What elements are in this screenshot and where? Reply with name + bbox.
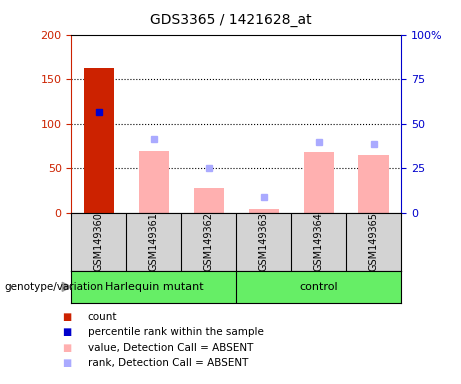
Text: genotype/variation: genotype/variation (5, 282, 104, 292)
Text: control: control (299, 282, 338, 292)
Text: ■: ■ (62, 327, 71, 337)
Text: GDS3365 / 1421628_at: GDS3365 / 1421628_at (150, 13, 311, 27)
Text: percentile rank within the sample: percentile rank within the sample (88, 327, 264, 337)
Text: ■: ■ (62, 358, 71, 368)
Bar (84, 68, 114, 213)
Text: GSM149363: GSM149363 (259, 212, 269, 271)
Text: GSM149360: GSM149360 (94, 212, 104, 271)
Polygon shape (62, 282, 71, 291)
Bar (303, 152, 334, 213)
Bar (139, 151, 169, 213)
Bar (194, 188, 224, 213)
Bar (248, 209, 279, 213)
Text: value, Detection Call = ABSENT: value, Detection Call = ABSENT (88, 343, 253, 353)
Text: ■: ■ (62, 312, 71, 322)
Text: ■: ■ (62, 343, 71, 353)
Text: GSM149364: GSM149364 (313, 212, 324, 271)
Text: GSM149365: GSM149365 (369, 212, 378, 271)
Text: rank, Detection Call = ABSENT: rank, Detection Call = ABSENT (88, 358, 248, 368)
Text: GSM149361: GSM149361 (149, 212, 159, 271)
Text: GSM149362: GSM149362 (204, 212, 214, 271)
Bar (359, 155, 389, 213)
Text: Harlequin mutant: Harlequin mutant (105, 282, 203, 292)
Text: count: count (88, 312, 117, 322)
